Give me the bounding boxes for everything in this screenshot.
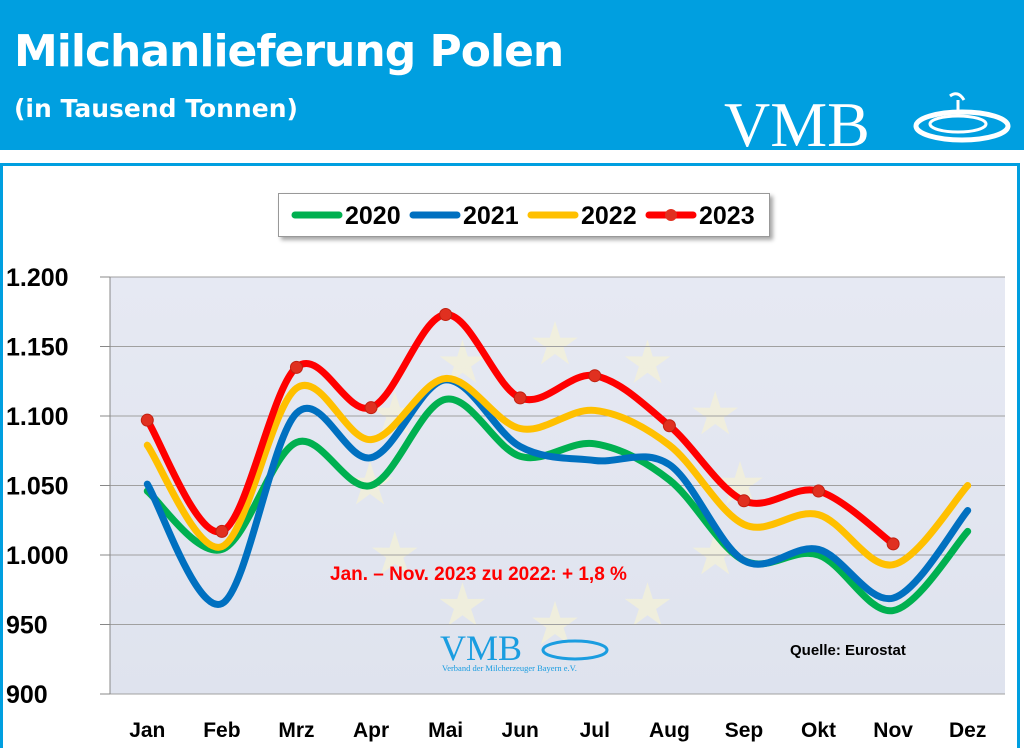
data-point-2023 — [588, 369, 602, 383]
page-title: Milchanlieferung Polen — [14, 26, 564, 77]
series-line-2021 — [143, 376, 972, 608]
series-line-2022 — [143, 374, 972, 569]
legend-label: 2023 — [699, 202, 755, 230]
chart-frame — [0, 163, 1020, 748]
watermark-logo: VMB Verband der Milcherzeuger Bayern e.V… — [440, 628, 609, 673]
data-point-2023 — [215, 524, 229, 538]
x-tick-label: Mai — [428, 719, 463, 742]
x-tick-label: Feb — [203, 719, 240, 742]
legend-label: 2022 — [581, 202, 637, 230]
legend-label: 2020 — [345, 202, 401, 230]
y-tick-label: 1.050 — [6, 473, 69, 501]
y-tick-label: 1.100 — [6, 403, 69, 431]
y-tick-label: 900 — [6, 681, 48, 709]
page-subtitle: (in Tausend Tonnen) — [14, 94, 298, 123]
svg-text:VMB: VMB — [440, 628, 522, 668]
data-point-2023 — [439, 308, 453, 322]
x-tick-label: Jan — [129, 719, 165, 742]
data-point-2023 — [289, 360, 303, 374]
legend-marker — [665, 209, 677, 221]
data-point-2023 — [812, 484, 826, 498]
data-point-2023 — [364, 401, 378, 415]
svg-text:VMB: VMB — [724, 89, 870, 150]
y-tick-label: 1.000 — [6, 542, 69, 570]
data-point-2023 — [662, 419, 676, 433]
x-tick-label: Mrz — [278, 719, 314, 742]
y-tick-label: 1.150 — [6, 334, 69, 362]
x-tick-label: Aug — [649, 719, 690, 742]
chart-legend: 2020 2021 2022 2023 — [278, 193, 770, 237]
legend-label: 2021 — [463, 202, 519, 230]
x-tick-label: Sep — [725, 719, 764, 742]
x-tick-label: Jul — [580, 719, 610, 742]
source-label: Quelle: Eurostat — [790, 642, 906, 659]
data-point-2023 — [886, 537, 900, 551]
svg-text:Verband der Milcherzeuger Baye: Verband der Milcherzeuger Bayern e.V. — [442, 663, 577, 673]
x-tick-label: Apr — [353, 719, 389, 742]
comparison-annotation: Jan. – Nov. 2023 zu 2022: + 1,8 % — [330, 564, 627, 585]
x-tick-label: Okt — [801, 719, 836, 742]
x-tick-label: Dez — [949, 719, 986, 742]
x-tick-label: Nov — [873, 719, 913, 742]
y-tick-label: 950 — [6, 612, 48, 640]
header-banner: Milchanlieferung Polen (in Tausend Tonne… — [0, 0, 1024, 150]
x-tick-label: Jun — [502, 719, 539, 742]
vmb-logo: VMB — [724, 89, 1011, 150]
data-point-2023 — [737, 494, 751, 508]
y-tick-label: 1.200 — [6, 264, 69, 292]
data-point-2023 — [140, 413, 154, 427]
data-point-2023 — [513, 391, 527, 405]
